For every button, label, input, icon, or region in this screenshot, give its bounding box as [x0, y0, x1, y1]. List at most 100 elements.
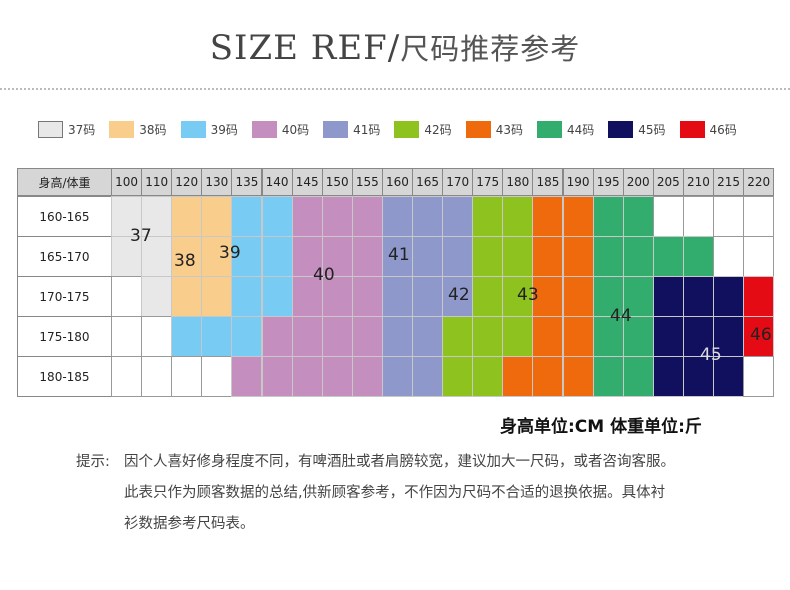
- table-cell-empty: [652, 196, 684, 237]
- table-cell-size: [622, 236, 654, 277]
- table-cell-size: [502, 236, 534, 277]
- title-sub: 尺码推荐参考: [400, 32, 581, 66]
- table-cell-empty: [743, 356, 775, 397]
- tip-prefix: 提示:: [76, 454, 110, 470]
- legend-swatch: [536, 120, 562, 138]
- table-cell-size: [412, 316, 444, 357]
- table-cell-size: [381, 316, 413, 357]
- table-cell-size: [442, 236, 474, 277]
- table-cell-size: [743, 276, 775, 317]
- table-cell-size: [321, 356, 353, 397]
- table-cell-empty: [682, 196, 714, 237]
- legend-label: 41码: [353, 122, 381, 137]
- tip-line-2: 此表只作为顾客数据的总结,供新顾客参考，不作因为尺码不合适的退换依据。具体衬: [124, 485, 666, 501]
- table-cell-size: [592, 356, 624, 397]
- legend-item: 46码: [679, 120, 737, 138]
- table-cell-size: [171, 316, 203, 357]
- table-cell-size: [291, 196, 323, 237]
- table-cell-size: [412, 356, 444, 397]
- table-cell-size: [141, 236, 173, 277]
- table-cell-size: [652, 236, 684, 277]
- table-cell-size: [442, 356, 474, 397]
- legend-swatch: [323, 120, 349, 138]
- table-cell-empty: [111, 356, 143, 397]
- table-cell-size: [472, 356, 504, 397]
- legend-label: 40码: [281, 122, 310, 137]
- table-cell-size: [412, 276, 444, 317]
- table-cell-empty: [141, 356, 173, 397]
- row-height: 160-165: [17, 196, 112, 237]
- legend-swatch: [608, 120, 634, 138]
- legend-swatch: [394, 120, 420, 138]
- legend-item: 45码: [608, 120, 666, 138]
- legend-item: 39码: [180, 120, 238, 138]
- header-weight: 220: [743, 168, 775, 196]
- header-weight: 135: [231, 168, 263, 196]
- table-cell-size: [351, 196, 383, 237]
- table-cell-size: [682, 276, 714, 317]
- table-cell-size: [652, 356, 684, 397]
- table-cell-size: [412, 196, 444, 237]
- header-weight: 170: [442, 168, 474, 196]
- legend-item: 42码: [394, 120, 452, 138]
- header-weight: 100: [111, 168, 143, 196]
- legend-item: 41码: [323, 120, 381, 138]
- table-cell-size: [652, 316, 684, 357]
- table-cell-size: [351, 316, 383, 357]
- header-weight: 150: [321, 168, 353, 196]
- table-cell-size: [532, 236, 564, 277]
- table-cell-size: [261, 196, 293, 237]
- header-weight: 130: [201, 168, 233, 196]
- table-cell-empty: [111, 316, 143, 357]
- dotted-divider: [0, 88, 790, 90]
- table-cell-size: [682, 316, 714, 357]
- header-weight: 215: [713, 168, 745, 196]
- table-cell-empty: [713, 236, 745, 277]
- table-cell-size: [201, 316, 233, 357]
- size-label: 37: [130, 226, 152, 246]
- size-label: 46: [750, 325, 772, 345]
- table-cell-size: [622, 356, 654, 397]
- table-cell-size: [171, 196, 203, 237]
- page-title: SIZE REF/尺码推荐参考: [0, 26, 790, 68]
- table-cell-size: [532, 316, 564, 357]
- table-cell-size: [201, 196, 233, 237]
- legend-label: 42码: [424, 122, 452, 137]
- legend-swatch: [109, 120, 135, 138]
- row-height: 170-175: [17, 276, 112, 317]
- legend-item: 37码: [38, 120, 95, 138]
- legend-label: 43码: [495, 122, 523, 137]
- table-cell-size: [713, 276, 745, 317]
- legend-label: 44码: [566, 122, 595, 137]
- table-cell-size: [622, 196, 654, 237]
- table-cell-empty: [743, 236, 775, 277]
- table-cell-size: [351, 276, 383, 317]
- table-cell-size: [291, 356, 323, 397]
- header-weight: 140: [261, 168, 293, 196]
- title-main: SIZE REF: [209, 28, 388, 68]
- table-cell-size: [261, 316, 293, 357]
- row-height: 175-180: [17, 316, 112, 357]
- legend-item: 40码: [251, 120, 310, 138]
- table-cell-empty: [713, 196, 745, 237]
- table-cell-size: [592, 316, 624, 357]
- size-label: 43: [517, 285, 539, 305]
- header-weight: 120: [171, 168, 203, 196]
- legend-swatch: [465, 120, 491, 138]
- table-cell-size: [231, 316, 263, 357]
- table-cell-size: [532, 196, 564, 237]
- table-cell-size: [442, 316, 474, 357]
- table-cell-size: [381, 276, 413, 317]
- table-cell-size: [171, 276, 203, 317]
- table-cell-size: [321, 316, 353, 357]
- size-legend: 37码 38码 39码 40码 41码 42码 43码 44码 45码 46码: [38, 118, 751, 140]
- table-cell-size: [351, 356, 383, 397]
- table-cell-size: [532, 356, 564, 397]
- header-weight: 180: [502, 168, 534, 196]
- table-cell-size: [291, 276, 323, 317]
- table-cell-empty: [141, 316, 173, 357]
- table-cell-size: [261, 276, 293, 317]
- size-label: 45: [700, 345, 722, 365]
- header-corner: 身高/体重: [17, 168, 112, 196]
- size-label: 41: [388, 245, 410, 265]
